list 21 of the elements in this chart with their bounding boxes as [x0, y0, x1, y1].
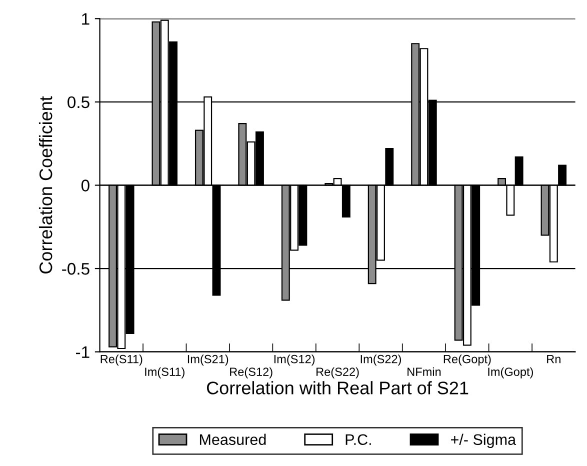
x-tick-label: Re(S12): [230, 367, 272, 378]
x-tick-label: Re(Gopt): [444, 354, 491, 366]
x-axis-title: Correlation with Real Part of S21: [206, 381, 468, 394]
legend-label: P.C.: [346, 434, 371, 446]
x-tick-label: Im(S12): [274, 354, 315, 366]
y-tick-label: 0: [81, 180, 90, 192]
y-tick-label: 0.5: [68, 96, 90, 108]
x-tick-label: Im(S21): [188, 354, 228, 366]
x-tick-label: Im(S22): [360, 354, 402, 366]
x-tick-label: NFmin: [408, 367, 441, 376]
legend-label: Measured: [200, 434, 266, 446]
x-tick-label: Re(S11): [100, 354, 142, 366]
x-tick-label: Im(S11): [145, 367, 184, 378]
y-tick-label: -0.5: [62, 262, 90, 275]
y-tick-label: 1: [82, 13, 90, 25]
x-tick-label: Re(S22): [316, 367, 359, 378]
x-tick-label: Im(Gopt): [488, 367, 533, 378]
legend-label: +/- Sigma: [450, 434, 516, 448]
y-tick-label: -1: [76, 346, 90, 358]
x-tick-label: Rn: [547, 355, 560, 364]
y-axis-title: Correlation Coefficient: [38, 96, 52, 274]
